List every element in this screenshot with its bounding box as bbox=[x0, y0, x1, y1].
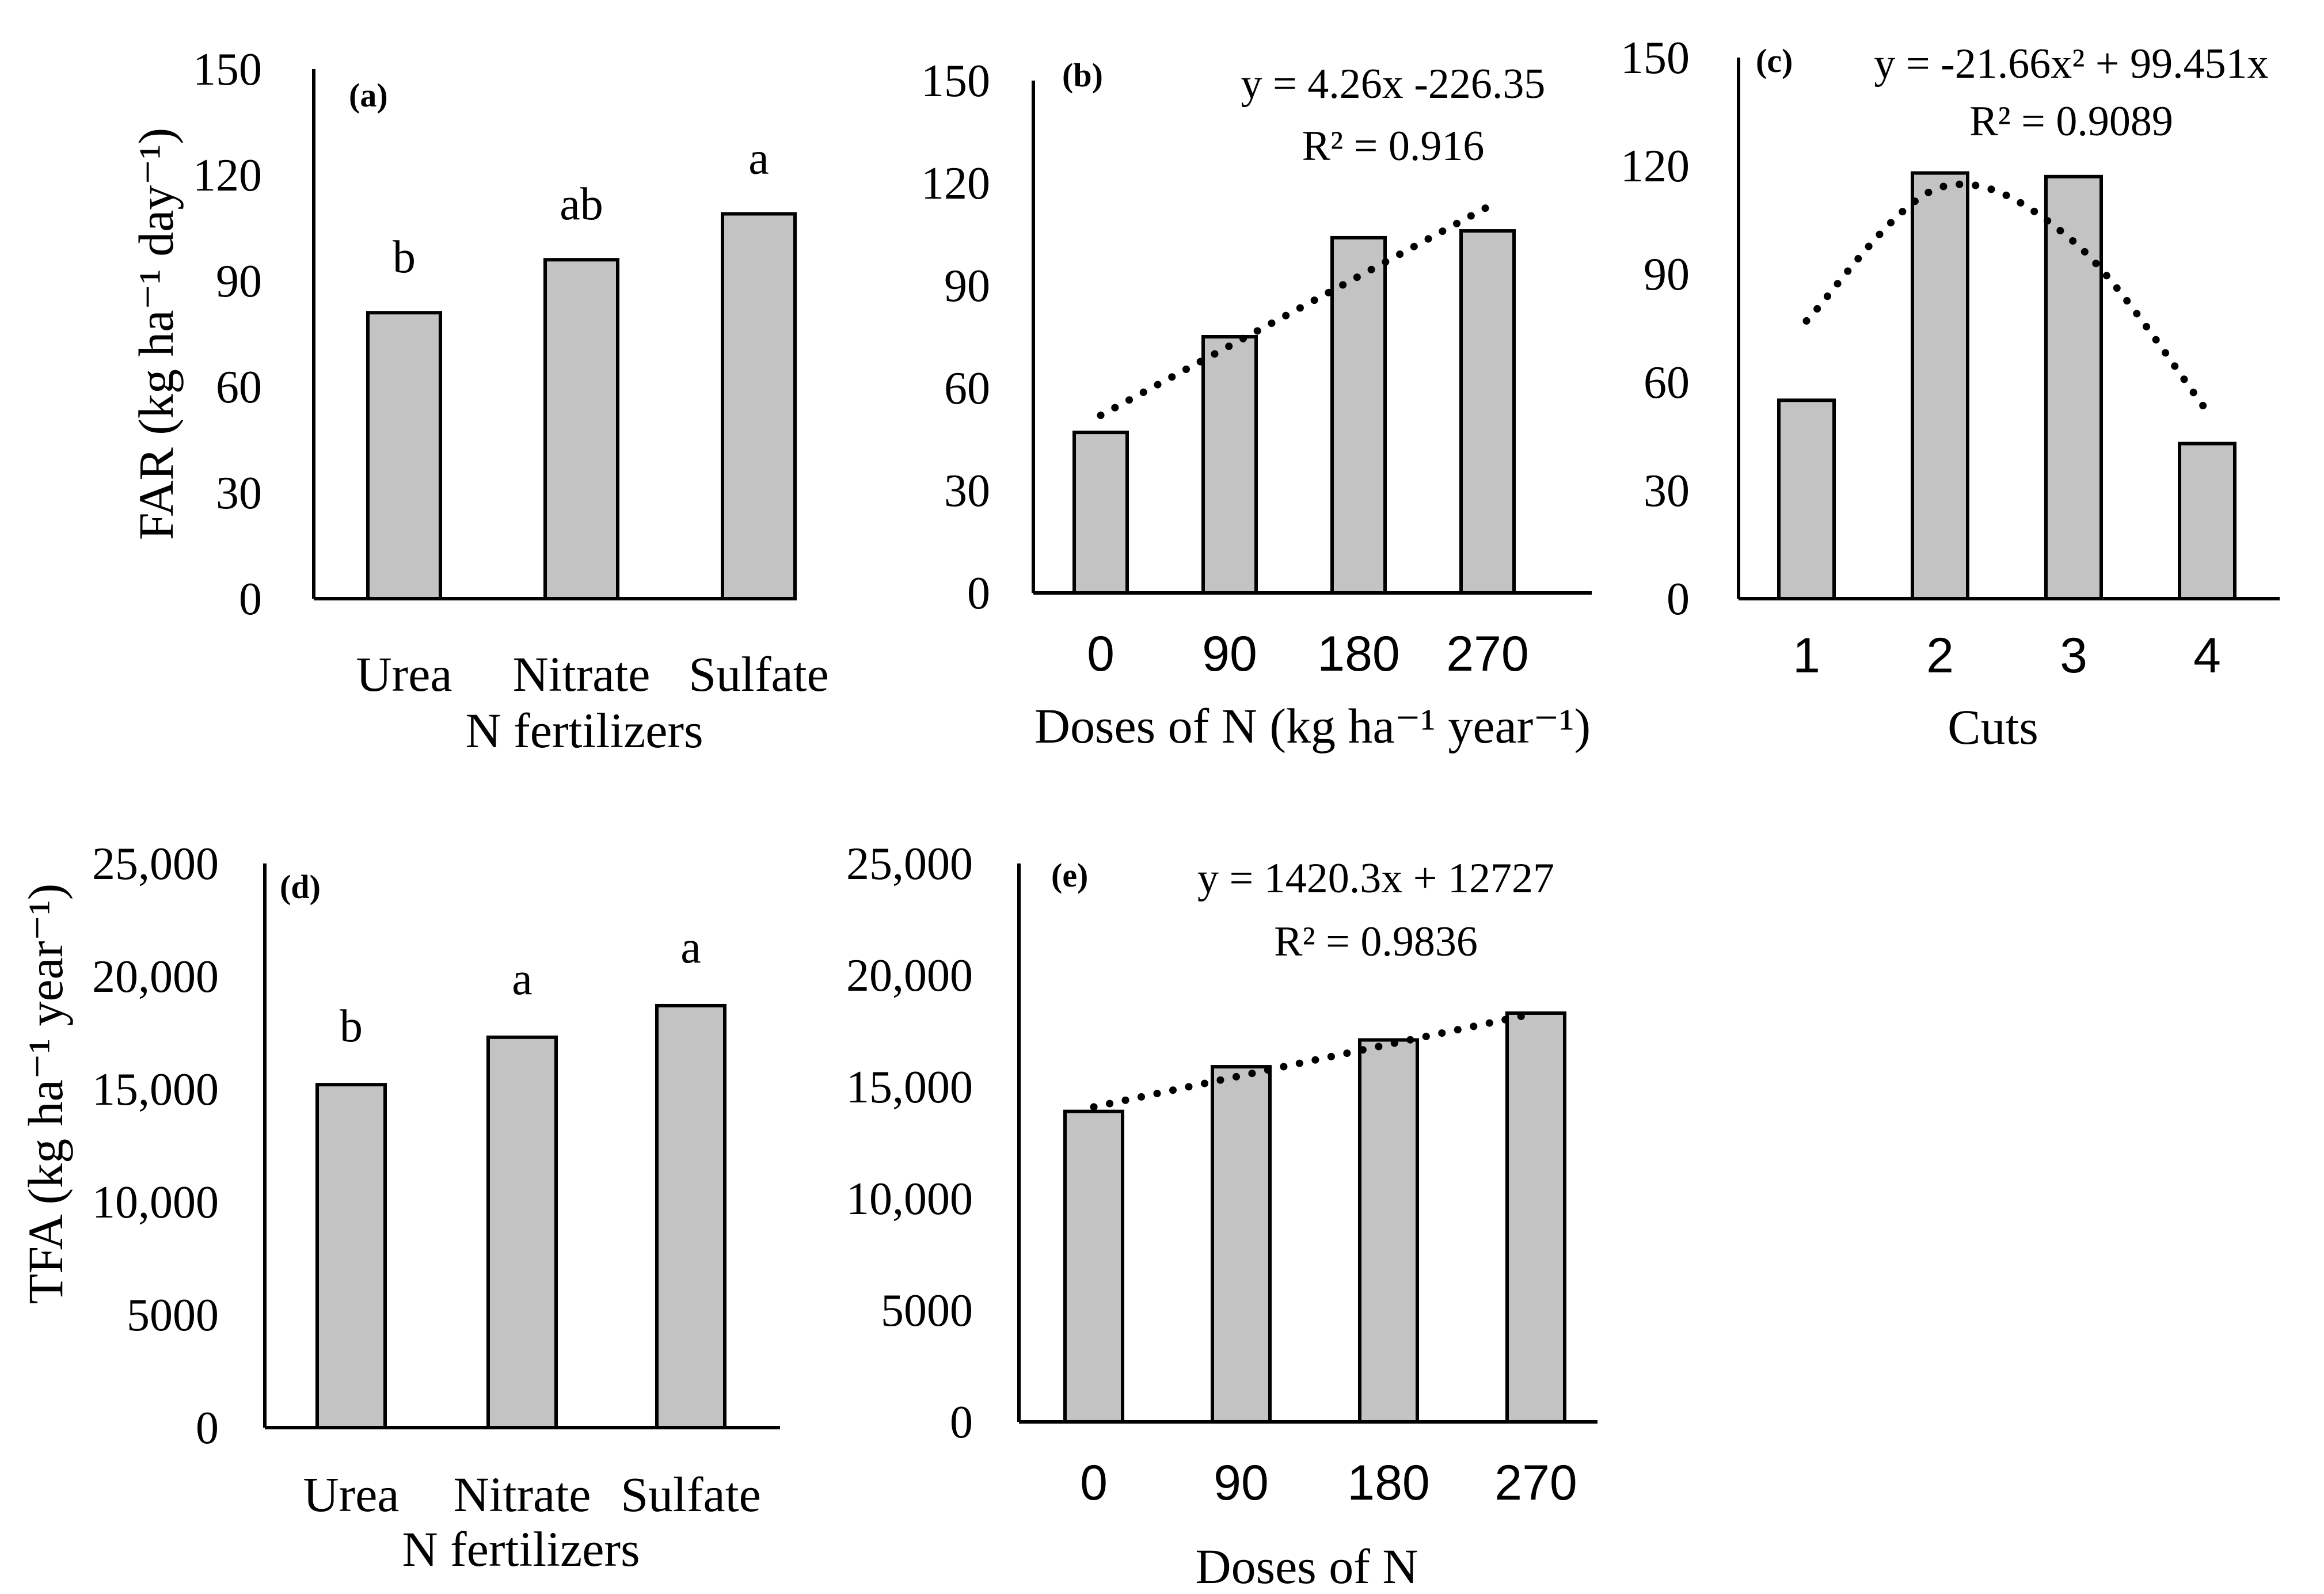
bar-e-2 bbox=[1211, 1065, 1272, 1424]
bar-c-3 bbox=[2044, 174, 2103, 600]
significance-letter-d: a bbox=[512, 954, 532, 1005]
x-tick-label-b: 270 bbox=[1446, 626, 1529, 682]
x-axis-title-c: Cuts bbox=[1948, 699, 2038, 755]
y-tick-label-a: 120 bbox=[193, 150, 262, 201]
bar-a-1 bbox=[366, 311, 442, 600]
y-tick-label-d: 0 bbox=[196, 1403, 219, 1454]
x-tick-label-c: 3 bbox=[2060, 628, 2087, 683]
y-tick-label-e: 10,000 bbox=[846, 1174, 973, 1224]
trend-equation-c: y = -21.66x² + 99.451x bbox=[1874, 40, 2268, 88]
x-tick-label-e: 0 bbox=[1080, 1455, 1108, 1511]
y-tick-label-d: 15,000 bbox=[92, 1064, 219, 1115]
y-tick-label-b: 150 bbox=[921, 56, 990, 106]
y-tick-label-b: 30 bbox=[944, 466, 990, 516]
trendline-e bbox=[1090, 1009, 1540, 1111]
y-tick-label-d: 20,000 bbox=[92, 952, 219, 1002]
chart-b: 0 30 60 90 120 150 0 90 180 270 Doses of N (kg ha⁻… bbox=[921, 56, 1592, 754]
y-tick-label-d: 5000 bbox=[127, 1290, 219, 1341]
x-tick-label-d: Sulfate bbox=[621, 1467, 761, 1522]
x-tick-label-a: Sulfate bbox=[689, 646, 829, 702]
trend-r2-e: R² = 0.9836 bbox=[1274, 918, 1478, 965]
trend-r2-c: R² = 0.9089 bbox=[1969, 98, 2173, 145]
y-tick-label-b: 90 bbox=[944, 261, 990, 311]
x-tick-label-a: Urea bbox=[356, 646, 452, 702]
x-tick-label-b: 180 bbox=[1317, 626, 1400, 682]
trendline-b bbox=[1097, 203, 1492, 419]
bar-c-4 bbox=[2178, 442, 2236, 600]
y-tick-label-c: 90 bbox=[1644, 249, 1690, 300]
x-tick-label-e: 270 bbox=[1494, 1455, 1577, 1511]
x-tick-label-a: Nitrate bbox=[513, 646, 651, 702]
y-tick-label-c: 120 bbox=[1621, 141, 1690, 192]
y-tick-label-c: 150 bbox=[1621, 33, 1690, 83]
y-tick-label-e: 5000 bbox=[881, 1285, 973, 1336]
bar-e-1 bbox=[1063, 1109, 1124, 1424]
panel-label-c: (c) bbox=[1756, 42, 1793, 79]
x-tick-label-d: Urea bbox=[303, 1467, 399, 1522]
bar-c-2 bbox=[1911, 171, 1969, 600]
y-tick-label-e: 15,000 bbox=[846, 1062, 973, 1113]
y-tick-label-e: 20,000 bbox=[846, 950, 973, 1001]
x-tick-label-e: 90 bbox=[1214, 1455, 1269, 1511]
bar-d-2 bbox=[486, 1035, 558, 1429]
chart-d: 0 5000 10,000 15,000 20,000 25,000 Urea Nitrate… bbox=[18, 839, 780, 1577]
significance-letter-d: b bbox=[340, 1001, 363, 1052]
bar-b-3 bbox=[1330, 235, 1387, 595]
y-tick-label-d: 25,000 bbox=[92, 839, 219, 889]
y-tick-label-b: 0 bbox=[967, 568, 990, 619]
y-tick-label-c: 30 bbox=[1644, 466, 1690, 516]
chart-c: 0 30 60 90 120 150 1 2 3 4 Cuts (c) y = -21.66x² + 9… bbox=[1621, 33, 2280, 755]
x-axis-title-e: Doses of N bbox=[1196, 1539, 1418, 1594]
trend-equation-b: y = 4.26x -226.35 bbox=[1241, 60, 1546, 108]
x-tick-label-b: 0 bbox=[1087, 626, 1115, 682]
y-tick-label-e: 25,000 bbox=[846, 839, 973, 889]
x-axis-title-d: N fertilizers bbox=[402, 1521, 640, 1577]
x-tick-label-c: 1 bbox=[1793, 628, 1820, 683]
x-axis-title-a: N fertilizers bbox=[465, 703, 703, 758]
trend-equation-e: y = 1420.3x + 12727 bbox=[1197, 855, 1554, 902]
y-tick-label-a: 60 bbox=[216, 362, 262, 413]
y-tick-label-c: 60 bbox=[1644, 357, 1690, 408]
bar-b-4 bbox=[1459, 229, 1516, 595]
significance-letter-a: a bbox=[748, 133, 769, 184]
bar-e-4 bbox=[1505, 1011, 1566, 1424]
bar-d-1 bbox=[315, 1083, 387, 1430]
trendline-c bbox=[1802, 180, 2211, 415]
y-axis-title-d: TFA (kg ha⁻¹ year⁻¹) bbox=[18, 884, 73, 1304]
y-tick-label-b: 60 bbox=[944, 363, 990, 414]
bar-b-1 bbox=[1072, 431, 1129, 595]
panel-label-a: (a) bbox=[349, 77, 388, 114]
bar-b-2 bbox=[1201, 335, 1258, 595]
bar-d-3 bbox=[655, 1003, 727, 1429]
x-axis-title-b: Doses of N (kg ha⁻¹ year⁻¹) bbox=[1034, 698, 1591, 754]
significance-letter-a: ab bbox=[560, 179, 603, 230]
y-tick-label-b: 120 bbox=[921, 158, 990, 209]
trend-r2-b: R² = 0.916 bbox=[1302, 123, 1485, 170]
x-tick-label-e: 180 bbox=[1347, 1455, 1430, 1511]
significance-letter-a: b bbox=[393, 232, 416, 283]
y-axis-title-a: FAR (kg ha⁻¹ day⁻¹) bbox=[128, 128, 184, 540]
x-tick-label-d: Nitrate bbox=[454, 1467, 591, 1522]
y-tick-label-a: 150 bbox=[193, 44, 262, 95]
panel-label-b: (b) bbox=[1062, 56, 1103, 94]
y-tick-label-a: 30 bbox=[216, 468, 262, 519]
y-tick-label-a: 90 bbox=[216, 256, 262, 307]
x-tick-label-b: 90 bbox=[1202, 626, 1257, 682]
chart-e: 0 5000 10,000 15,000 20,000 25,000 0 90 180 270 Do… bbox=[846, 839, 1597, 1594]
significance-letter-d: a bbox=[680, 922, 701, 973]
x-tick-label-c: 2 bbox=[1926, 628, 1954, 683]
bar-a-3 bbox=[721, 212, 797, 600]
x-tick-label-c: 4 bbox=[2193, 628, 2221, 683]
bar-e-3 bbox=[1358, 1038, 1419, 1424]
y-tick-label-a: 0 bbox=[239, 574, 262, 625]
bar-c-1 bbox=[1777, 398, 1836, 600]
panel-label-d: (d) bbox=[280, 868, 321, 906]
bar-a-2 bbox=[543, 258, 619, 600]
y-tick-label-d: 10,000 bbox=[92, 1177, 219, 1228]
panel-label-e: (e) bbox=[1051, 857, 1088, 894]
y-tick-label-e: 0 bbox=[950, 1397, 973, 1448]
y-tick-label-c: 0 bbox=[1667, 574, 1690, 625]
